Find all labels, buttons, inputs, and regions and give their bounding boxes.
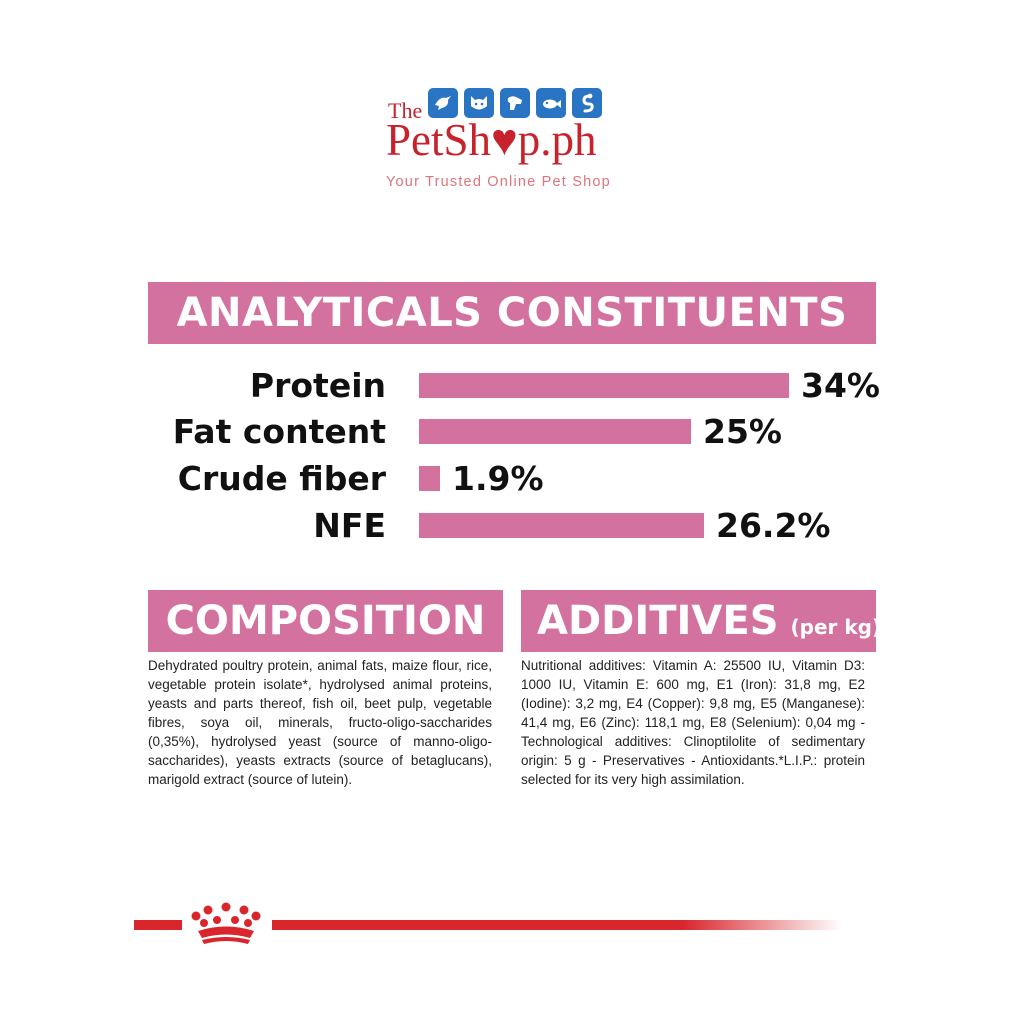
nutrient-value: 26.2% xyxy=(716,506,831,545)
logo-tagline: Your Trusted Online Pet Shop xyxy=(386,174,611,190)
snake-icon xyxy=(572,88,602,118)
nutrient-label: Fat content xyxy=(172,412,386,451)
dog-icon xyxy=(500,88,530,118)
fish-icon xyxy=(536,88,566,118)
nutrient-row: Crude fiber 1.9% xyxy=(148,457,908,501)
additives-title: ADDITIVES xyxy=(537,598,779,644)
royal-canin-crown-icon xyxy=(191,902,261,944)
nutrient-bar xyxy=(419,466,440,491)
nutrient-row: NFE 26.2% xyxy=(148,504,908,548)
composition-heading: COMPOSITION xyxy=(148,590,503,652)
nutrient-row: Protein 34% xyxy=(148,364,908,408)
heart-icon: ♥ xyxy=(491,115,518,165)
analyticals-heading: ANALYTICALS CONSTITUENTS xyxy=(148,282,876,344)
nutrient-value: 1.9% xyxy=(452,459,544,498)
footer-line-right xyxy=(272,920,842,930)
nutrient-label: Crude fiber xyxy=(177,459,386,498)
nutrient-value: 34% xyxy=(801,366,880,405)
nutrient-label: NFE xyxy=(313,506,386,545)
additives-heading: ADDITIVES (per kg) xyxy=(521,590,881,652)
nutrient-bar xyxy=(419,373,789,398)
bird-icon xyxy=(428,88,458,118)
logo-the: The xyxy=(388,98,423,123)
additives-subtitle: (per kg) xyxy=(790,615,882,639)
composition-text: Dehydrated poultry protein, animal fats,… xyxy=(148,658,492,787)
cat-icon xyxy=(464,88,494,118)
footer-line-left xyxy=(134,920,182,930)
petshop-logo: The PetSh♥p.ph Your Trusted Online Pet S… xyxy=(386,86,646,196)
nutrient-label: Protein xyxy=(249,366,386,405)
nutrient-bar xyxy=(419,513,704,538)
nutrient-row: Fat content 25% xyxy=(148,410,908,454)
nutrient-value: 25% xyxy=(703,412,782,451)
logo-wordmark: PetSh♥p.ph xyxy=(386,115,597,165)
logo-pet-icons xyxy=(428,88,602,118)
nutrient-bar xyxy=(419,419,691,444)
additives-text: Nutritional additives: Vitamin A: 25500 … xyxy=(521,658,865,787)
